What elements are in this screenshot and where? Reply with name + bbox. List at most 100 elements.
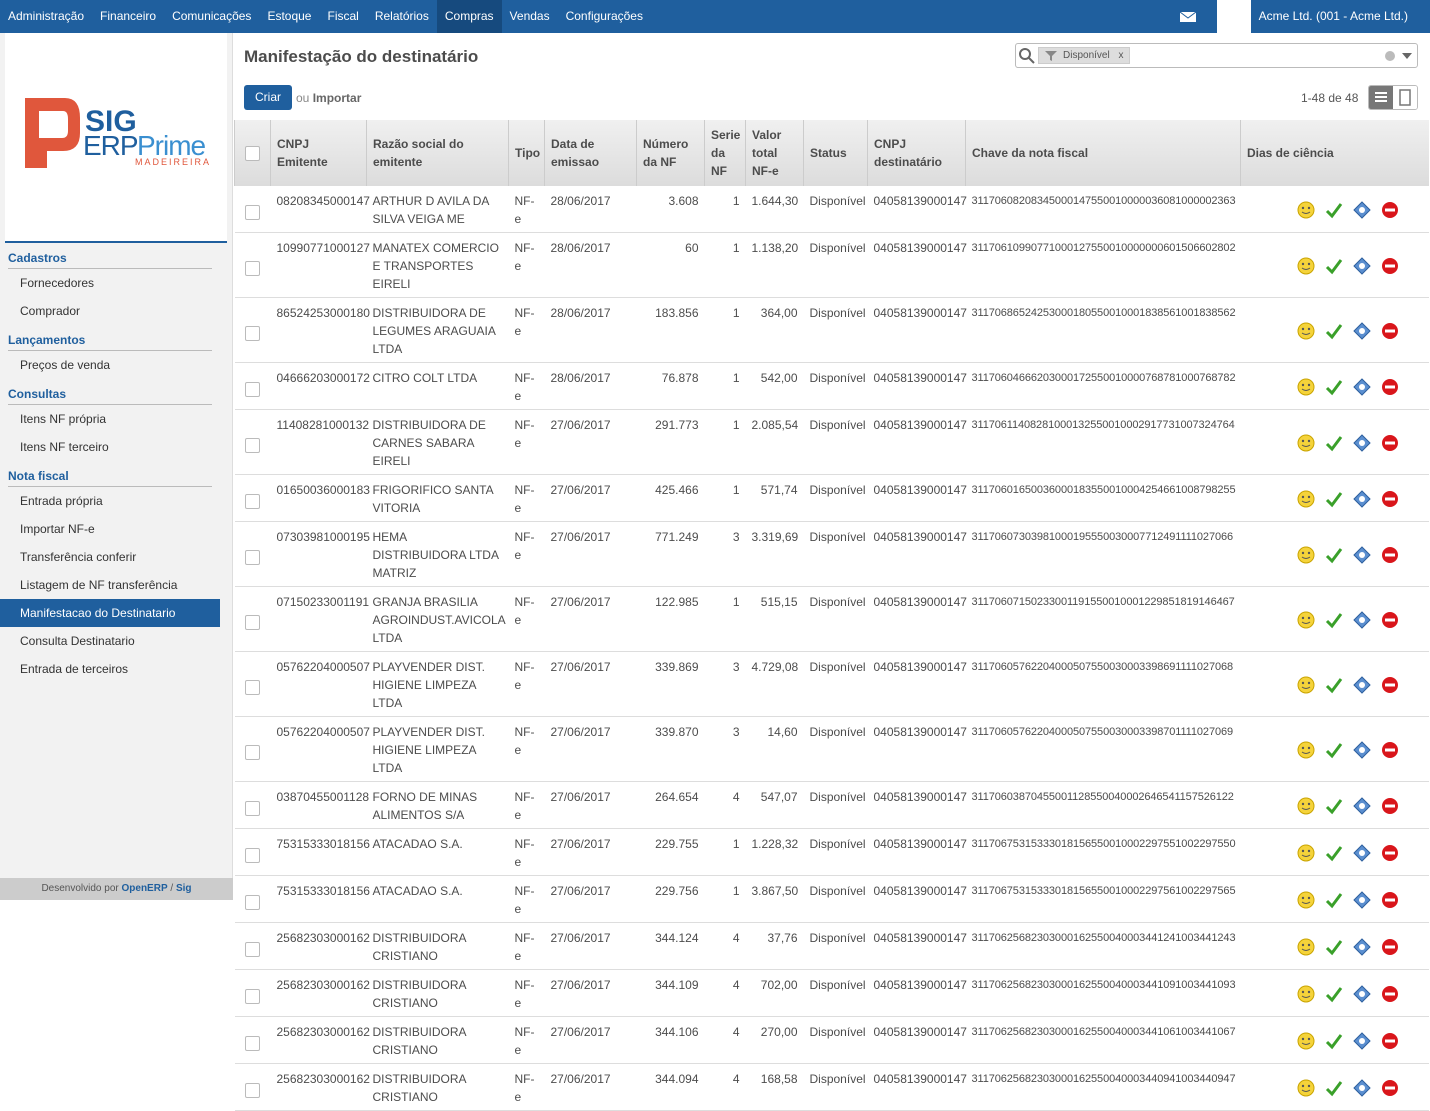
- menu-item[interactable]: Consulta Destinatario: [20, 634, 135, 648]
- reject-icon[interactable]: [1381, 676, 1399, 694]
- reject-icon[interactable]: [1381, 1079, 1399, 1097]
- unknown-icon[interactable]: [1352, 611, 1371, 630]
- smile-icon[interactable]: [1297, 201, 1315, 219]
- confirm-icon[interactable]: [1325, 490, 1343, 508]
- column-header[interactable]: Valor total NF-e: [745, 120, 804, 186]
- smile-icon[interactable]: [1297, 546, 1315, 564]
- confirm-icon[interactable]: [1325, 938, 1343, 956]
- confirm-icon[interactable]: [1325, 676, 1343, 694]
- row-checkbox[interactable]: [245, 801, 260, 816]
- row-checkbox[interactable]: [245, 1083, 260, 1098]
- row[interactable]: 07150233001191 GRANJA BRASILIA AGROINDUST…: [234, 586, 1429, 652]
- smile-icon[interactable]: [1297, 797, 1315, 815]
- column-header[interactable]: Status: [803, 120, 868, 186]
- column-header[interactable]: Chave da nota fiscal: [965, 120, 1241, 186]
- smile-icon[interactable]: [1297, 741, 1315, 759]
- row[interactable]: 01650036000183 FRIGORIFICO SANTA VITORIA N…: [234, 474, 1429, 522]
- smile-icon[interactable]: [1297, 611, 1315, 629]
- row-checkbox[interactable]: [245, 895, 260, 910]
- confirm-icon[interactable]: [1325, 891, 1343, 909]
- create-button[interactable]: Criar: [244, 85, 292, 110]
- facet-remove[interactable]: x: [1118, 50, 1124, 61]
- row-checkbox[interactable]: [245, 942, 260, 957]
- menu-item[interactable]: Entrada de terceiros: [20, 662, 129, 676]
- confirm-icon[interactable]: [1325, 322, 1343, 340]
- nav-item[interactable]: Estoque: [267, 9, 312, 23]
- smile-icon[interactable]: [1297, 844, 1315, 862]
- row[interactable]: 05762204000507 PLAYVENDER DIST. HIGIENE L…: [234, 716, 1429, 782]
- row[interactable]: 86524253000180 DISTRIBUIDORA DE LEGUMES A…: [234, 297, 1429, 363]
- unknown-icon[interactable]: [1352, 938, 1371, 957]
- row[interactable]: 08208345000147 ARTHUR D AVILA DA SILVA VE…: [234, 186, 1429, 233]
- sig-link[interactable]: Sig: [175, 883, 192, 894]
- menu-item[interactable]: Itens NF própria: [20, 412, 107, 426]
- confirm-icon[interactable]: [1325, 201, 1343, 219]
- menu-item[interactable]: Listagem de NF transferência: [20, 578, 178, 592]
- smile-icon[interactable]: [1297, 322, 1315, 340]
- confirm-icon[interactable]: [1325, 257, 1343, 275]
- reject-icon[interactable]: [1381, 434, 1399, 452]
- reject-icon[interactable]: [1381, 985, 1399, 1003]
- row[interactable]: 75315333018156 ATACADAO S.A. NF-e 27/06/201…: [234, 828, 1429, 876]
- row[interactable]: 10990771000127 MANATEX COMERCIO E TRANSPO…: [234, 232, 1429, 298]
- reject-icon[interactable]: [1381, 891, 1399, 909]
- unknown-icon[interactable]: [1352, 546, 1371, 565]
- row-checkbox[interactable]: [245, 848, 260, 863]
- row[interactable]: 25682303000162 DISTRIBUIDORA CRISTIANO NF-…: [234, 1063, 1429, 1111]
- select-all[interactable]: [245, 145, 260, 161]
- menu-item[interactable]: Transferência conferir: [20, 550, 137, 564]
- nav-item[interactable]: Configurações: [565, 9, 643, 23]
- nav-item[interactable]: Comunicações: [172, 9, 252, 23]
- row[interactable]: 07303981000195 HEMA DISTRIBUIDORA LTDA MA…: [234, 521, 1429, 587]
- row-checkbox[interactable]: [245, 205, 260, 220]
- row[interactable]: 03870455001128 FORNO DE MINAS ALIMENTOS S…: [234, 781, 1429, 829]
- confirm-icon[interactable]: [1325, 797, 1343, 815]
- smile-icon[interactable]: [1297, 676, 1315, 694]
- reject-icon[interactable]: [1381, 1032, 1399, 1050]
- list-view[interactable]: [1369, 86, 1393, 109]
- unknown-icon[interactable]: [1352, 741, 1371, 760]
- reject-icon[interactable]: [1381, 257, 1399, 275]
- unknown-icon[interactable]: [1352, 676, 1371, 695]
- row[interactable]: 25682303000162 DISTRIBUIDORA CRISTIANO NF-…: [234, 969, 1429, 1017]
- smile-icon[interactable]: [1297, 257, 1315, 275]
- nav-item[interactable]: Relatórios: [374, 9, 429, 23]
- confirm-icon[interactable]: [1325, 1079, 1343, 1097]
- form-view[interactable]: [1393, 86, 1417, 109]
- row-checkbox[interactable]: [245, 745, 260, 760]
- column-header[interactable]: CNPJ destinatário: [867, 120, 966, 186]
- nav-item[interactable]: Vendas: [509, 9, 550, 23]
- menu-item[interactable]: Preços de venda: [20, 358, 111, 372]
- menu-item[interactable]: Importar NF-e: [20, 522, 95, 536]
- import-link[interactable]: Importar: [312, 91, 362, 105]
- unknown-icon[interactable]: [1352, 985, 1371, 1004]
- confirm-icon[interactable]: [1325, 434, 1343, 452]
- reject-icon[interactable]: [1381, 546, 1399, 564]
- unknown-icon[interactable]: [1352, 434, 1371, 453]
- unknown-icon[interactable]: [1352, 201, 1371, 220]
- confirm-icon[interactable]: [1325, 378, 1343, 396]
- row[interactable]: 25682303000162 DISTRIBUIDORA CRISTIANO NF-…: [234, 1016, 1429, 1064]
- unknown-icon[interactable]: [1352, 1032, 1371, 1051]
- smile-icon[interactable]: [1297, 1079, 1315, 1097]
- row-checkbox[interactable]: [245, 438, 260, 453]
- confirm-icon[interactable]: [1325, 611, 1343, 629]
- unknown-icon[interactable]: [1352, 490, 1371, 509]
- confirm-icon[interactable]: [1325, 546, 1343, 564]
- openerp-link[interactable]: OpenERP: [121, 883, 168, 894]
- smile-icon[interactable]: [1297, 891, 1315, 909]
- confirm-icon[interactable]: [1325, 1032, 1343, 1050]
- row-checkbox[interactable]: [245, 382, 260, 397]
- smile-icon[interactable]: [1297, 1032, 1315, 1050]
- confirm-icon[interactable]: [1325, 741, 1343, 759]
- smile-icon[interactable]: [1297, 985, 1315, 1003]
- row[interactable]: 25682303000162 DISTRIBUIDORA CRISTIANO NF-…: [234, 922, 1429, 970]
- reject-icon[interactable]: [1381, 322, 1399, 340]
- reject-icon[interactable]: [1381, 201, 1399, 219]
- unknown-icon[interactable]: [1352, 257, 1371, 276]
- row-checkbox[interactable]: [245, 1036, 260, 1051]
- menu-item[interactable]: Entrada própria: [20, 494, 103, 508]
- smile-icon[interactable]: [1297, 490, 1315, 508]
- reject-icon[interactable]: [1381, 844, 1399, 862]
- row[interactable]: 04666203000172 CITRO COLT LTDA NF-e 28/06/2…: [234, 362, 1429, 410]
